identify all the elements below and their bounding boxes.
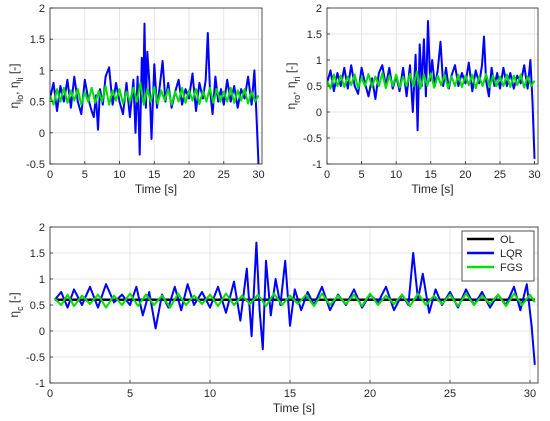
x-axis-label: Time [s] bbox=[135, 182, 177, 196]
series-line-lqr bbox=[54, 241, 536, 365]
y-tick-label: 1.5 bbox=[307, 29, 322, 41]
x-tick-label: 5 bbox=[82, 169, 88, 181]
y-tick-label: -1 bbox=[312, 159, 322, 171]
y-tick-label: 1.5 bbox=[30, 34, 45, 46]
y-tick-label: -0.5 bbox=[26, 159, 45, 171]
x-tick-label: 30 bbox=[528, 169, 540, 181]
x-tick-label: 10 bbox=[113, 169, 125, 181]
axes-frame bbox=[49, 7, 263, 165]
x-tick-label: 25 bbox=[218, 169, 230, 181]
y-tick-label: -0.5 bbox=[26, 352, 45, 364]
y-tick-label: 0 bbox=[39, 326, 45, 338]
legend: OL LQR FGS bbox=[461, 230, 535, 282]
y-tick-label: 1.5 bbox=[30, 248, 45, 260]
x-tick-label: 25 bbox=[494, 169, 506, 181]
x-tick-label: 15 bbox=[148, 169, 160, 181]
x-tick-label: 5 bbox=[359, 169, 365, 181]
x-tick-label: 15 bbox=[284, 388, 296, 400]
y-tick-label: -1 bbox=[35, 378, 45, 390]
x-tick-label: 10 bbox=[390, 169, 402, 181]
y-tick-label: 0 bbox=[39, 128, 45, 140]
series-line-0 bbox=[50, 22, 260, 164]
legend-label-lqr: LQR bbox=[500, 248, 523, 260]
x-tick-label: 0 bbox=[47, 169, 53, 181]
series-line-1 bbox=[327, 70, 536, 90]
y-tick-label: 0.5 bbox=[30, 97, 45, 109]
y-axis-label: ηc [-] bbox=[7, 292, 25, 317]
y-tick-label: 0.5 bbox=[30, 300, 45, 312]
x-tick-label: 20 bbox=[459, 169, 471, 181]
y-tick-label: 0.5 bbox=[307, 81, 322, 93]
series-line-1 bbox=[50, 81, 260, 106]
x-tick-label: 0 bbox=[47, 388, 53, 400]
chart-bottom: 0 5 10 15 20 25 30 -1 -0.5 0 0.5 1 1.5 2 Time [s] ηc [-… bbox=[7, 222, 539, 415]
y-tick-label: 1 bbox=[39, 65, 45, 77]
x-tick-label: 20 bbox=[183, 169, 195, 181]
x-tick-label: 15 bbox=[425, 169, 437, 181]
x-tick-label: 10 bbox=[204, 388, 216, 400]
y-tick-label: 2 bbox=[39, 222, 45, 234]
x-tick-label: 20 bbox=[364, 388, 376, 400]
series-line-0 bbox=[327, 20, 536, 159]
y-tick-label: 2 bbox=[316, 3, 322, 15]
series-line-fgs bbox=[54, 292, 536, 309]
y-axis-label: ηro, ηri [-] bbox=[284, 62, 302, 109]
x-axis-label: Time [s] bbox=[273, 401, 315, 415]
legend-label-ol: OL bbox=[500, 234, 515, 246]
x-tick-label: 25 bbox=[444, 388, 456, 400]
y-tick-label: 1 bbox=[39, 274, 45, 286]
x-tick-label: 30 bbox=[252, 169, 264, 181]
y-tick-label: 2 bbox=[39, 3, 45, 15]
y-tick-label: 0 bbox=[316, 107, 322, 119]
x-axis-label: Time [s] bbox=[411, 182, 453, 196]
y-tick-label: 1 bbox=[316, 55, 322, 67]
y-axis-label: ηlo, ηli [-] bbox=[7, 63, 25, 108]
legend-label-fgs: FGS bbox=[500, 262, 523, 274]
x-tick-label: 0 bbox=[324, 169, 330, 181]
x-tick-label: 5 bbox=[127, 388, 133, 400]
x-tick-label: 30 bbox=[524, 388, 536, 400]
chart-top-right: 0 5 10 15 20 25 30 -1 -0.5 0 0.5 1 1.5 2 Time [s] ηro, … bbox=[284, 3, 541, 196]
y-tick-label: -0.5 bbox=[303, 133, 322, 145]
